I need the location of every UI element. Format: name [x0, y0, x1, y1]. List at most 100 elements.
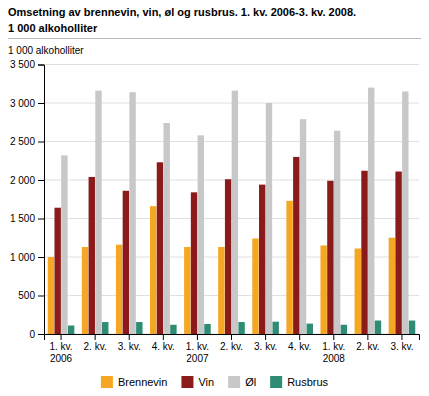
bar	[48, 257, 54, 334]
bar	[259, 185, 265, 334]
x-tick-mark	[61, 334, 62, 340]
x-tick: 2. kv.	[220, 334, 243, 352]
bar	[368, 88, 374, 334]
y-tick-label: 2 000	[10, 175, 35, 186]
bar	[95, 91, 101, 334]
x-tick-mark	[231, 334, 232, 340]
bar	[341, 325, 347, 334]
bar	[327, 181, 333, 334]
bar	[163, 123, 169, 334]
bar	[375, 321, 381, 334]
x-tick-mark	[401, 334, 402, 340]
x-tick: 1. kv.2007	[186, 334, 209, 364]
x-tick-label-line: 4. kv.	[152, 341, 175, 352]
y-tick-mark	[38, 65, 44, 66]
y-axis-line	[38, 65, 45, 335]
chart: Omsetning av brennevin, vin, øl og rusbr…	[0, 0, 429, 396]
bar	[395, 172, 401, 334]
bar	[184, 247, 190, 334]
bar	[252, 239, 258, 334]
bar	[232, 91, 238, 334]
x-tick-label: 4. kv.	[152, 341, 175, 352]
y-tick-mark	[38, 334, 44, 335]
x-tick-label: 3. kv.	[390, 341, 413, 352]
x-tick: 3. kv.	[254, 334, 277, 352]
bar	[170, 325, 176, 334]
bar	[157, 162, 163, 334]
bar	[238, 322, 244, 334]
bar	[409, 321, 415, 334]
bar	[361, 171, 367, 334]
y-tick-mark	[38, 219, 44, 220]
x-tick-mark	[299, 334, 300, 340]
bar	[54, 208, 60, 334]
x-axis: 1. kv.20062. kv.3. kv.4. kv.1. kv.20072.…	[45, 334, 420, 364]
y-tick: 3 000	[10, 98, 44, 109]
title: Omsetning av brennevin, vin, øl og rusbr…	[8, 6, 356, 18]
y-tick: 1 000	[10, 252, 44, 263]
x-tick-label: 1. kv.2007	[186, 341, 209, 364]
x-tick: 4. kv.	[152, 334, 175, 352]
x-tick-mark	[367, 334, 368, 340]
x-tick-label-line: 4. kv.	[288, 341, 311, 352]
legend-label: Øl	[245, 376, 256, 388]
x-tick-mark	[265, 334, 266, 340]
bar	[191, 192, 197, 334]
bar	[150, 206, 156, 334]
bar	[89, 177, 95, 334]
x-tick-label: 1. kv.2008	[322, 341, 345, 364]
bar	[218, 247, 224, 334]
x-tick-label: 4. kv.	[288, 341, 311, 352]
legend-item: Vin	[181, 376, 214, 388]
x-tick-label: 3. kv.	[254, 341, 277, 352]
x-tick-mark	[95, 334, 96, 340]
y-tick: 3 500	[10, 59, 44, 70]
bar	[82, 247, 88, 334]
bar	[402, 91, 408, 334]
y-tick: 1 500	[10, 213, 44, 224]
x-axis-line	[45, 335, 420, 341]
legend-label: Rusbrus	[287, 376, 328, 388]
bar	[116, 245, 122, 334]
x-tick: 1. kv.2008	[322, 334, 345, 364]
grid	[44, 65, 419, 335]
x-tick-label: 2. kv.	[220, 341, 243, 352]
bar	[307, 324, 313, 334]
y-tick-mark	[38, 180, 44, 181]
legend-item: Brennevin	[101, 376, 168, 388]
x-tick-label: 3. kv.	[118, 341, 141, 352]
bar	[266, 103, 272, 334]
x-tick: 2. kv.	[84, 334, 107, 352]
x-tick-label-line: 2006	[50, 353, 73, 364]
y-tick-label: 2 500	[10, 136, 35, 147]
bar	[204, 324, 210, 334]
bar	[272, 322, 278, 334]
bar	[293, 157, 299, 334]
y-tick-mark	[38, 103, 44, 104]
y-tick-mark	[38, 257, 44, 258]
y-axis: 05001 0001 5002 0002 5003 0003 500	[10, 59, 45, 340]
y-tick-mark	[38, 142, 44, 143]
bar	[225, 179, 231, 334]
legend-swatch	[270, 376, 282, 388]
bars	[48, 88, 416, 334]
x-tick-mark	[129, 334, 130, 340]
x-tick-label-line: 3. kv.	[390, 341, 413, 352]
x-tick: 3. kv.	[118, 334, 141, 352]
x-tick-label: 2. kv.	[356, 341, 379, 352]
x-tick-mark	[197, 334, 198, 340]
legend-label: Vin	[198, 376, 214, 388]
series	[61, 88, 408, 334]
x-tick-label-line: 3. kv.	[254, 341, 277, 352]
bar	[355, 249, 361, 334]
y-tick: 500	[18, 290, 44, 301]
series	[68, 321, 415, 334]
legend-swatch	[228, 376, 240, 388]
series	[54, 157, 401, 334]
legend-swatch	[181, 376, 193, 388]
subtitle-line: 1 000 alkoholliter	[8, 22, 98, 34]
legend: Brennevin Vin Øl Rusbrus	[101, 376, 329, 388]
legend-item: Øl	[228, 376, 256, 388]
title-line: Omsetning av brennevin, vin, øl og rusbr…	[8, 6, 356, 18]
bar	[61, 155, 67, 334]
